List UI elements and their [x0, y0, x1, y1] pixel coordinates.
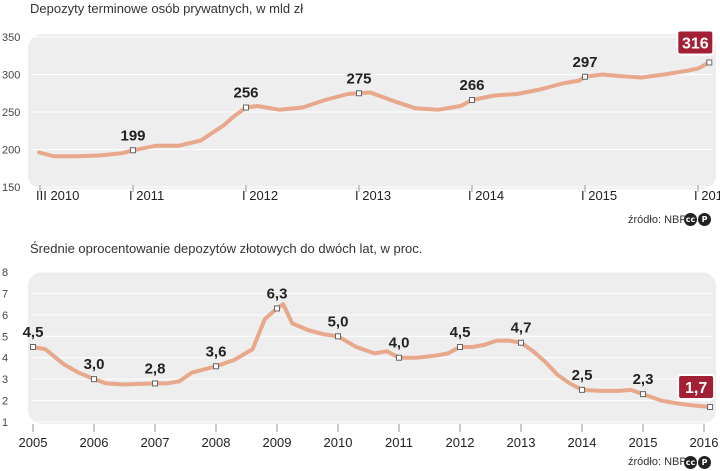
x-tick-label: 2011: [385, 435, 413, 450]
cc-icon-2: cc: [684, 456, 697, 469]
x-tick-label: I 2014: [468, 188, 504, 203]
y-tick-label: 2: [2, 396, 8, 408]
data-label: 2,8: [145, 360, 166, 377]
data-label: 256: [233, 85, 258, 102]
y-tick-label: 7: [2, 288, 8, 300]
data-label: 4,0: [389, 335, 410, 352]
x-tick-label: 2013: [507, 435, 536, 450]
data-point-marker: [30, 344, 36, 350]
data-label: 275: [346, 70, 371, 87]
data-point-marker: [582, 73, 588, 80]
data-point-marker: [335, 333, 341, 340]
data-label: 4,5: [23, 324, 44, 341]
chart1-svg: 350 300 250 200 150 III 2010 I 2011 I 2012 I 201…: [2, 29, 720, 203]
y-tick-label: 5: [2, 331, 8, 343]
data-point-marker: [518, 339, 524, 346]
data-point-marker: [706, 59, 713, 66]
data-point-marker: [469, 97, 475, 103]
highlight-badge: [677, 374, 716, 400]
data-point-marker: [640, 391, 646, 398]
y-tick-label: 8: [2, 267, 8, 279]
copyright-icon-2: P: [698, 456, 711, 469]
data-point-marker: [243, 104, 249, 111]
x-tick-label: 2006: [80, 435, 109, 450]
cc-icon: cc: [684, 213, 697, 226]
highlight-label: 1,7: [685, 380, 707, 397]
data-label: 2,3: [633, 371, 654, 388]
data-label: 5,0: [328, 313, 349, 330]
y-tick-label: 250: [2, 107, 20, 119]
x-tick-label: I 2011: [129, 188, 164, 203]
series-line: [37, 60, 712, 159]
data-label: 4,7: [511, 320, 532, 337]
x-tick-label: 2012: [446, 435, 475, 450]
data-point-marker: [579, 386, 585, 393]
data-point-marker: [91, 376, 97, 383]
x-tick-label: I 2012: [242, 188, 278, 203]
y-tick-label: 350: [2, 32, 20, 44]
chart1-title: Depozyty terminowe osób prywatnych, w ml…: [30, 1, 304, 16]
y-tick-label: 6: [2, 310, 8, 322]
data-point-marker: [457, 344, 463, 350]
x-tick-label: 2015: [629, 435, 658, 450]
plot-background: [28, 272, 716, 424]
data-label: 199: [120, 127, 145, 144]
data-point-marker: [130, 147, 136, 154]
data-point-marker: [152, 380, 158, 387]
chart2-title: Średnie oprocentowanie depozytów złotowy…: [30, 241, 423, 256]
x-tick-label: III 2010: [36, 188, 79, 203]
data-label: 266: [459, 77, 484, 94]
data-point-marker: [356, 90, 362, 97]
data-label: 4,5: [450, 324, 471, 341]
x-tick-label: 2010: [324, 435, 353, 450]
data-label: 6,3: [267, 285, 288, 302]
x-tick-label: 2009: [263, 435, 292, 450]
series-line: [31, 302, 713, 409]
data-label: 3,6: [206, 343, 227, 360]
y-tick-label: 150: [2, 182, 20, 194]
highlight-label: 316: [682, 36, 709, 53]
highlight-badge: [676, 29, 715, 56]
x-tick-label: 2016: [690, 435, 719, 450]
data-point-marker: [274, 305, 280, 312]
x-tick-label: 2014: [568, 435, 597, 450]
chart2-source: źródło: NBP: [628, 456, 687, 468]
data-point-marker: [213, 363, 219, 370]
x-tick-label: I 2015: [581, 188, 617, 203]
data-label: 3,0: [84, 356, 105, 373]
y-tick-label: 4: [2, 353, 8, 365]
data-label: 297: [572, 54, 597, 71]
y-tick-label: 300: [2, 70, 20, 82]
x-tick-label: I 2016: [694, 188, 720, 203]
data-label: 2,5: [572, 367, 593, 384]
x-tick-label: I 2013: [355, 188, 391, 203]
data-point-marker: [396, 354, 402, 361]
y-tick-label: 200: [2, 145, 20, 157]
chart1-source: źródło: NBP: [628, 214, 687, 226]
copyright-icon: P: [698, 213, 711, 226]
y-tick-label: 1: [2, 417, 8, 429]
y-tick-label: 3: [2, 374, 8, 386]
data-point-marker: [707, 404, 714, 410]
x-tick-label: 2008: [202, 435, 231, 450]
x-tick-label: 2005: [19, 435, 48, 450]
x-tick-label: 2007: [141, 435, 170, 450]
